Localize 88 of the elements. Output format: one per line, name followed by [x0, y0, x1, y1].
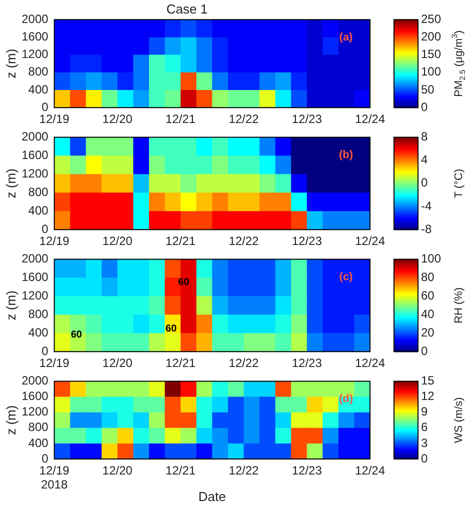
- x-tick-label: 12/19: [39, 112, 70, 126]
- y-tick-label: 1200: [22, 404, 49, 419]
- y-tick-label: 0: [42, 222, 49, 236]
- y-tick-label: 1600: [22, 148, 49, 162]
- x-tick-label: 12/19: [39, 356, 70, 370]
- y-tick-label: 800: [28, 64, 49, 79]
- color-bar-label: -4: [421, 198, 432, 213]
- y-tick-label: 400: [28, 203, 49, 218]
- y-tick-label: 800: [28, 184, 49, 199]
- color-bar-title: RH (%): [453, 287, 465, 324]
- color-bar-label: 60: [421, 288, 435, 302]
- x-tick-label: 12/21: [166, 464, 196, 478]
- color-bar-label: 0: [421, 344, 428, 358]
- y-tick-label: 1200: [22, 288, 49, 302]
- x-tick-label: 12/24: [354, 464, 386, 478]
- y-tick-label: 0: [42, 344, 49, 358]
- x-tick-label: 12/20: [102, 234, 133, 248]
- y-tick-label: 1600: [22, 270, 49, 284]
- chart-title: Case 1: [166, 1, 208, 16]
- color-bar-label: 15: [421, 374, 435, 388]
- x-tick-label: 12/21: [166, 234, 196, 248]
- color-bar-label: 100: [421, 64, 442, 79]
- annotation: 60: [166, 323, 178, 334]
- y-tick-label: 0: [42, 451, 49, 466]
- annotation: 60: [70, 330, 82, 341]
- color-bar-label: 3: [421, 436, 428, 450]
- color-bar-label: -8: [421, 222, 432, 236]
- color-bar-label: 200: [421, 30, 442, 44]
- annotation: (b): [338, 149, 354, 162]
- x-tick-label: 12/21: [166, 356, 196, 370]
- y-tick-label: 1600: [22, 389, 49, 404]
- y-tick-label: 400: [28, 82, 49, 96]
- x-tick-label: 12/22: [228, 356, 260, 370]
- y-axis-title: z (m): [3, 405, 18, 435]
- x-tick-label: 12/19: [39, 234, 70, 248]
- y-tick-label: 2000: [22, 252, 49, 266]
- y-axis-title: z (m): [3, 48, 18, 78]
- y-tick-label: 1600: [22, 30, 49, 44]
- x-tick-label: 12/22: [228, 464, 260, 478]
- color-bar-label: 6: [421, 420, 428, 434]
- color-bar-label: 0: [421, 176, 428, 190]
- x-tick-label: 12/24: [354, 112, 386, 126]
- x-tick-label: 12/22: [228, 234, 260, 248]
- y-tick-label: 2000: [22, 130, 49, 144]
- color-bar-label: 40: [421, 306, 435, 321]
- x-tick-label: 12/21: [166, 112, 196, 126]
- x-tick-label: 12/22: [228, 112, 260, 126]
- x-tick-label: 12/24: [354, 234, 386, 248]
- color-bar-label: 50: [421, 82, 435, 96]
- color-bar-label: 8: [421, 130, 428, 144]
- x-tick-label: 12/20: [102, 356, 133, 370]
- color-bar-title: T (°C): [453, 168, 465, 198]
- color-bar-label: 12: [421, 389, 435, 404]
- x-tick-label: 12/24: [354, 356, 386, 370]
- y-tick-label: 0: [42, 100, 49, 114]
- color-bar-title: WS (m/s): [453, 397, 465, 444]
- x-tick-label: 12/23: [292, 356, 322, 370]
- color-bar-label: 20: [421, 325, 435, 340]
- color-bar-label: 9: [421, 404, 428, 419]
- text: 2018: [40, 477, 68, 492]
- x-tick-label: 12/20: [102, 464, 133, 478]
- x-tick-label: 12/20: [102, 112, 133, 126]
- y-tick-label: 2000: [22, 12, 49, 26]
- x-tick-label: 12/19: [39, 464, 70, 478]
- color-bar-label: 80: [421, 270, 435, 284]
- y-tick-label: 800: [28, 420, 49, 434]
- color-bar-label: 100: [421, 252, 442, 266]
- y-tick-label: 1200: [22, 166, 49, 180]
- color-bar-label: 150: [421, 47, 442, 62]
- x-axis-title: Date: [198, 488, 226, 504]
- annotation: (c): [339, 271, 354, 284]
- annotation: (d): [338, 393, 354, 406]
- annotation: 60: [178, 277, 190, 288]
- y-axis-title: z (m): [3, 168, 18, 198]
- color-bar-label: 0: [421, 100, 428, 114]
- y-tick-label: 2000: [22, 374, 49, 388]
- y-tick-label: 400: [28, 436, 49, 450]
- y-axis-title: z (m): [3, 290, 18, 320]
- annotation: (a): [339, 32, 354, 44]
- y-tick-label: 400: [28, 325, 49, 340]
- x-tick-label: 12/23: [292, 234, 322, 248]
- color-bar-label: 0: [421, 451, 428, 466]
- x-tick-label: 12/23: [292, 112, 322, 126]
- color-bar-label: 4: [421, 152, 428, 167]
- y-tick-label: 800: [28, 306, 49, 321]
- y-tick-label: 1200: [22, 47, 49, 62]
- color-bar-label: 250: [421, 12, 442, 26]
- x-tick-label: 12/23: [292, 464, 322, 478]
